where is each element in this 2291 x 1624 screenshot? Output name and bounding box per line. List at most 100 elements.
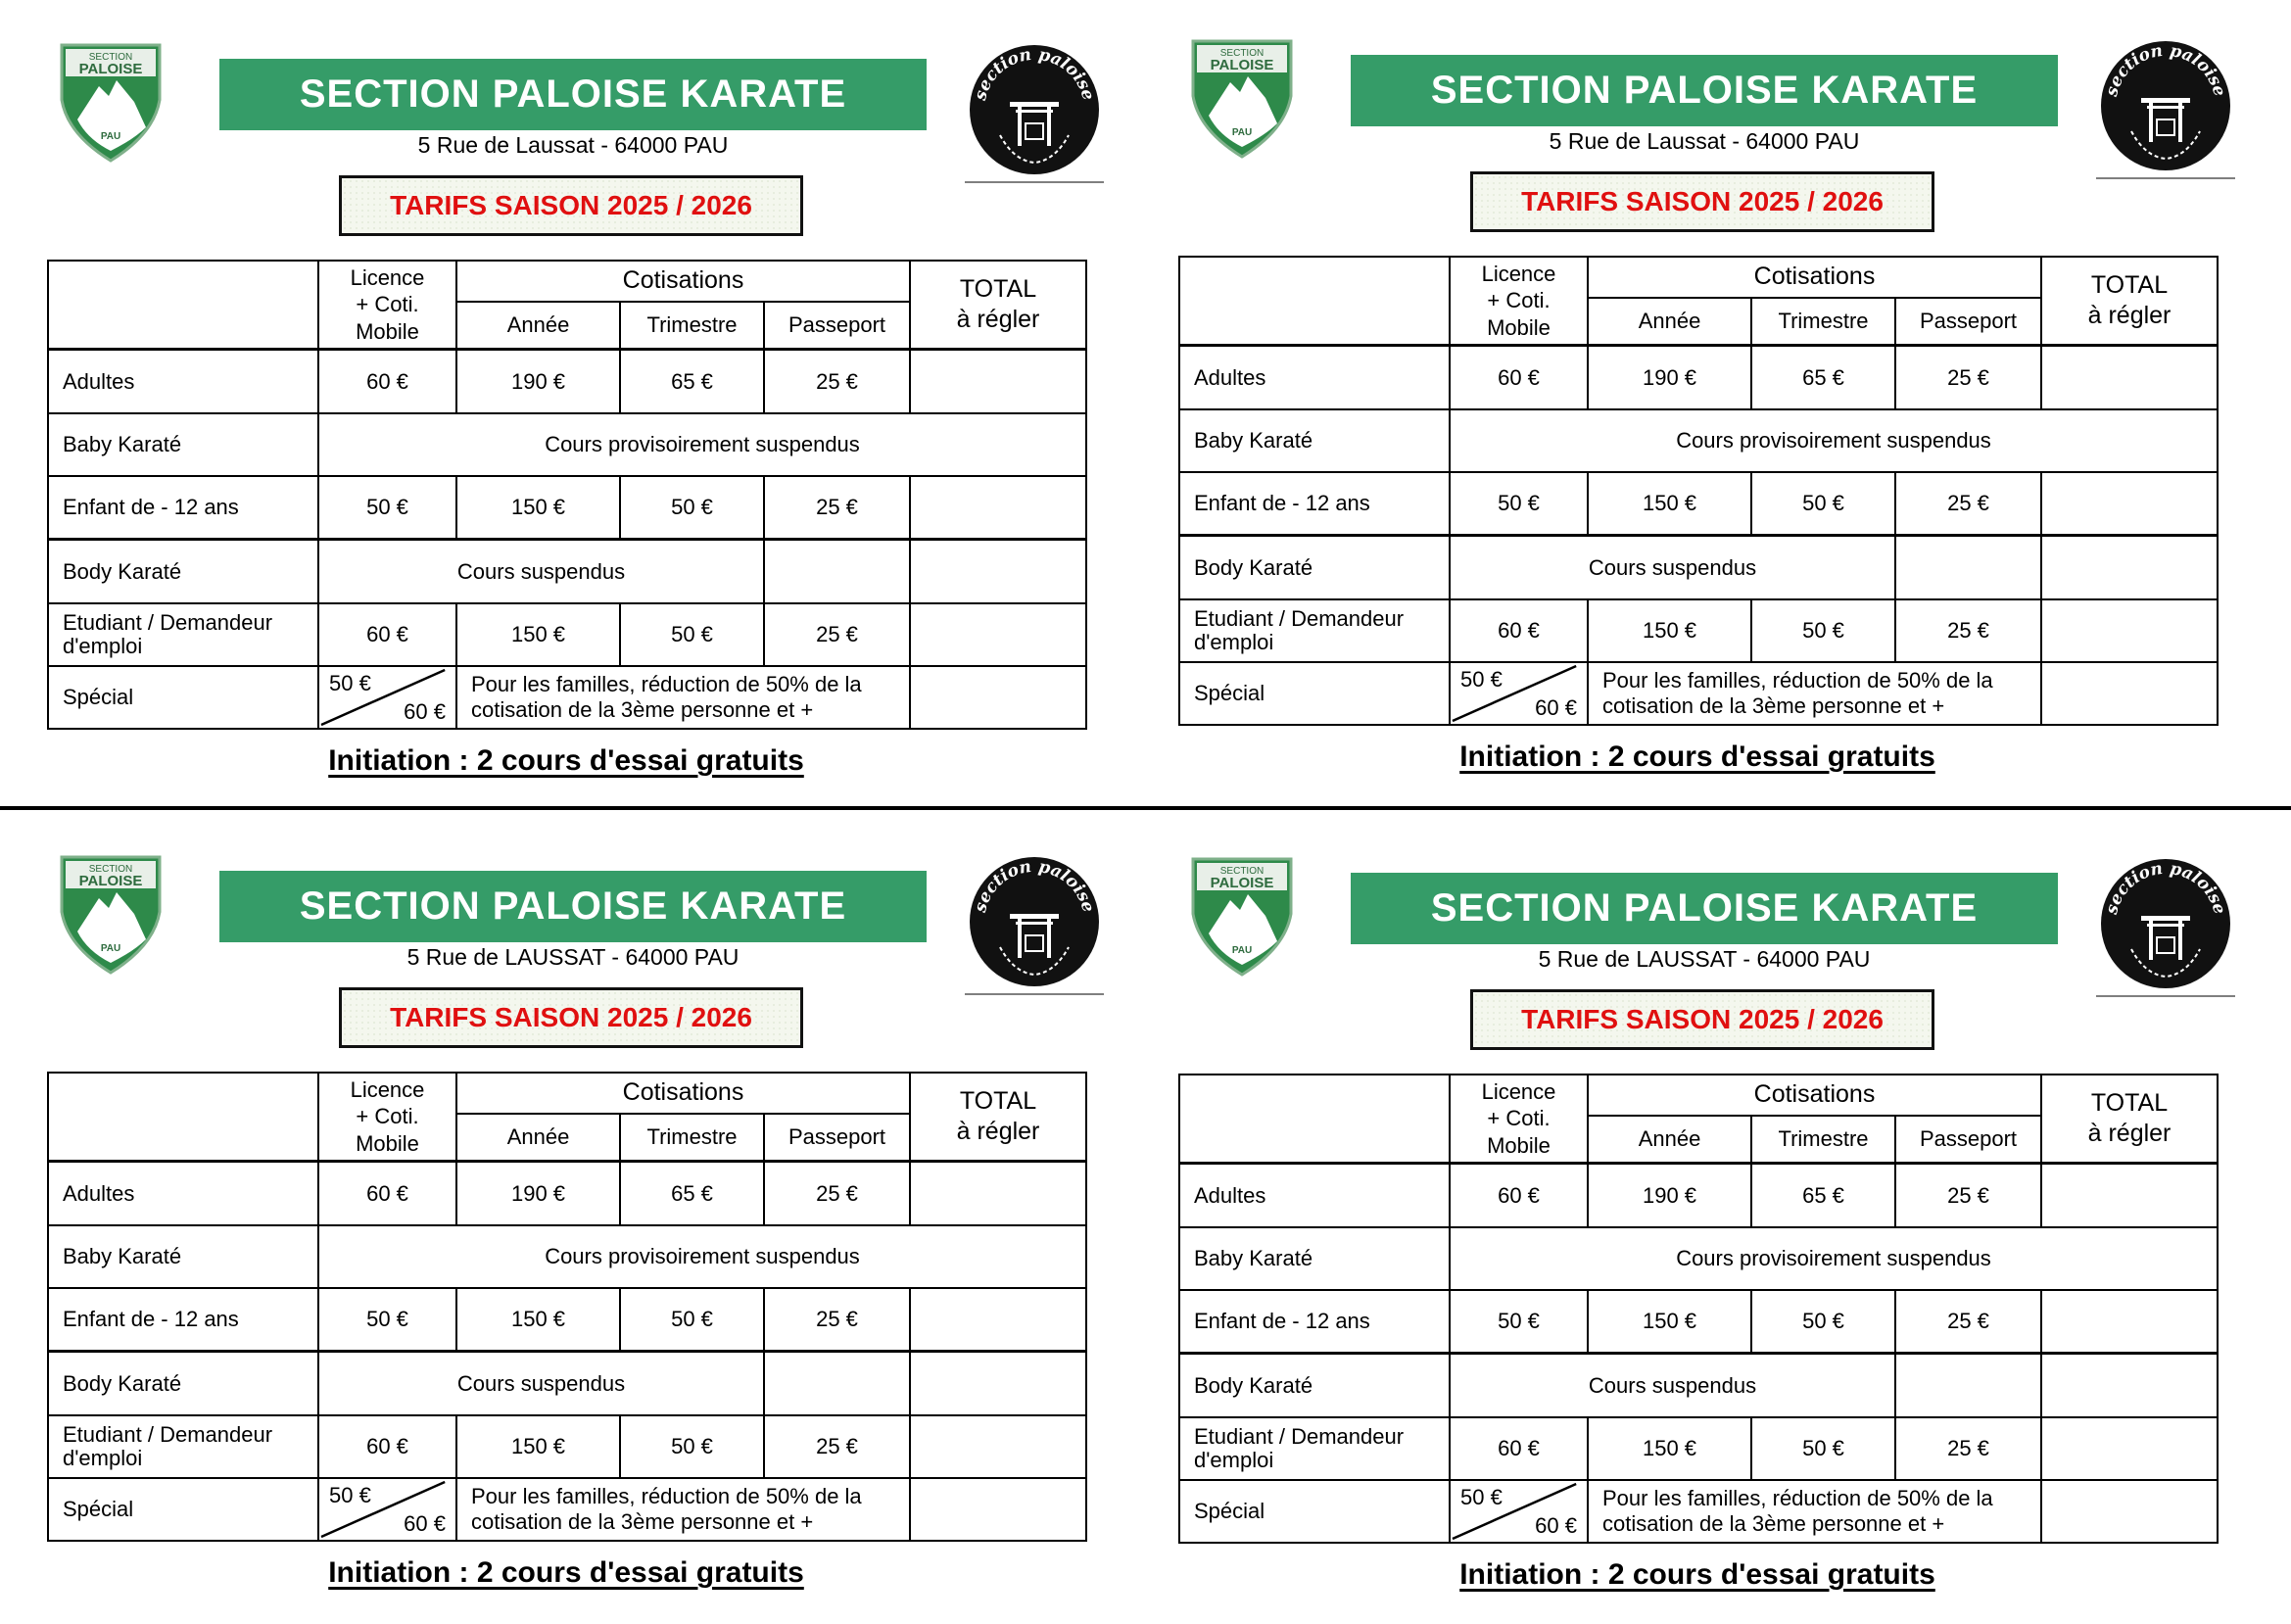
row-label: Etudiant / Demandeur d'emploi [47,602,319,667]
licence-price: 60 € [317,348,457,414]
trimestre-price: 50 € [619,602,765,667]
passeport-price: 25 € [763,1287,911,1353]
row-label: Enfant de - 12 ans [47,1287,319,1353]
annee-price: 190 € [1587,344,1752,410]
svg-text:PAU: PAU [1232,945,1252,956]
total-field [2040,471,2219,537]
row-note: Cours suspendus [317,538,765,604]
cut-line-horizontal [0,806,2291,810]
svg-text:SECTION: SECTION [1220,48,1264,59]
initiation-note: Initiation : 2 cours d'essai gratuits [328,744,804,777]
row-note: Pour les familles, réduction de 50% de l… [455,665,911,730]
header-total: TOTAL à régler [909,1072,1087,1163]
header-empty [1178,256,1451,347]
passeport-price: 25 € [763,348,911,414]
total-field [909,602,1087,667]
licence-price: 50 € [317,475,457,541]
table-row-adultes: Adultes 60 € 190 € 65 € 25 € [1178,344,2219,410]
karate-seal-logo: section paloise [965,45,1104,183]
total-field [2040,1479,2219,1544]
row-note: Cours suspendus [317,1350,765,1416]
diagonal-divider [1452,664,1577,723]
special-price-b: 60 € [1535,694,1577,720]
header-annee: Année [1587,1115,1752,1165]
row-label: Body Karaté [1178,534,1451,600]
header-cotisations: Cotisations [1587,256,2042,299]
table-row-etudiant: Etudiant / Demandeur d'emploi 60 € 150 €… [1178,598,2219,663]
karate-seal-logo: section paloise [965,857,1104,995]
price-table: Licence + Coti. Mobile Cotisations TOTAL… [1178,1074,2219,1544]
passeport-price: 25 € [763,475,911,541]
club-title-banner: SECTION PALOISE KARATE [1351,873,2058,944]
svg-text:PALOISE: PALOISE [79,873,143,889]
total-field [909,1287,1087,1353]
passeport-price [1894,1352,2042,1418]
table-row-baby: Baby Karaté Cours provisoirement suspend… [47,1224,1087,1289]
header-licence: Licence + Coti. Mobile [317,1072,457,1163]
licence-price: 60 € [1449,598,1589,663]
total-field [2040,1162,2219,1228]
trimestre-price: 65 € [1750,1162,1896,1228]
svg-text:SECTION: SECTION [1220,866,1264,877]
row-label: Adultes [1178,344,1451,410]
row-label: Enfant de - 12 ans [1178,471,1451,537]
table-row-body: Body Karaté Cours suspendus [1178,534,2219,600]
table-row-enfant: Enfant de - 12 ans 50 € 150 € 50 € 25 € [47,475,1087,541]
club-address: 5 Rue de LAUSSAT - 64000 PAU [406,944,740,970]
season-tarifs-title: TARIFS SAISON 2025 / 2026 [339,175,803,236]
price-card: SECTION PALOISE PAU SECTION PALOISE KARA… [0,812,1146,1622]
header-empty [1178,1074,1451,1165]
licence-price: 60 € [1449,1416,1589,1481]
special-price-cell: 50 € 60 € [317,665,457,730]
karate-seal-logo: section paloise [2096,859,2235,997]
table-row-baby: Baby Karaté Cours provisoirement suspend… [1178,408,2219,473]
header-trimestre: Trimestre [1750,1115,1896,1165]
passeport-price [763,538,911,604]
total-field [2040,598,2219,663]
row-label: Baby Karaté [1178,1226,1451,1291]
total-field [2040,534,2219,600]
table-row-etudiant: Etudiant / Demandeur d'emploi 60 € 150 €… [47,602,1087,667]
price-card: SECTION PALOISE PAU SECTION PALOISE KARA… [0,0,1146,810]
trimestre-price: 50 € [619,475,765,541]
row-note: Pour les familles, réduction de 50% de l… [455,1477,911,1542]
svg-text:PAU: PAU [1232,127,1252,138]
total-field [909,538,1087,604]
trimestre-price: 50 € [1750,1416,1896,1481]
header-annee: Année [455,1113,621,1163]
row-label: Body Karaté [1178,1352,1451,1418]
row-label: Spécial [47,665,319,730]
table-row-baby: Baby Karaté Cours provisoirement suspend… [1178,1226,2219,1291]
karate-seal-logo: section paloise [2096,41,2235,179]
row-label: Baby Karaté [47,412,319,477]
section-paloise-shield-logo: SECTION PALOISE PAU [60,43,162,163]
annee-price: 190 € [1587,1162,1752,1228]
total-field [909,348,1087,414]
row-label: Spécial [1178,1479,1451,1544]
header-passeport: Passeport [763,301,911,351]
table-row-etudiant: Etudiant / Demandeur d'emploi 60 € 150 €… [47,1414,1087,1479]
special-price-b: 60 € [404,698,446,724]
header-passeport: Passeport [763,1113,911,1163]
special-price-b: 60 € [404,1510,446,1536]
annee-price: 150 € [455,475,621,541]
club-address: 5 Rue de Laussat - 64000 PAU [417,132,729,158]
svg-text:PAU: PAU [101,943,120,954]
total-field [2040,661,2219,726]
row-label: Spécial [47,1477,319,1542]
row-note: Pour les familles, réduction de 50% de l… [1587,661,2042,726]
row-note: Cours suspendus [1449,1352,1896,1418]
special-price-a: 50 € [329,1483,371,1507]
row-note: Cours provisoirement suspendus [317,1224,1087,1289]
header-empty [47,260,319,351]
annee-price: 190 € [455,1160,621,1226]
annee-price: 150 € [1587,598,1752,663]
svg-text:PALOISE: PALOISE [1211,57,1274,73]
svg-text:PALOISE: PALOISE [79,61,143,77]
special-price-cell: 50 € 60 € [317,1477,457,1542]
initiation-note: Initiation : 2 cours d'essai gratuits [1459,740,1935,773]
passeport-price: 25 € [1894,598,2042,663]
row-label: Spécial [1178,661,1451,726]
special-price-a: 50 € [1460,667,1503,692]
passeport-price: 25 € [1894,344,2042,410]
